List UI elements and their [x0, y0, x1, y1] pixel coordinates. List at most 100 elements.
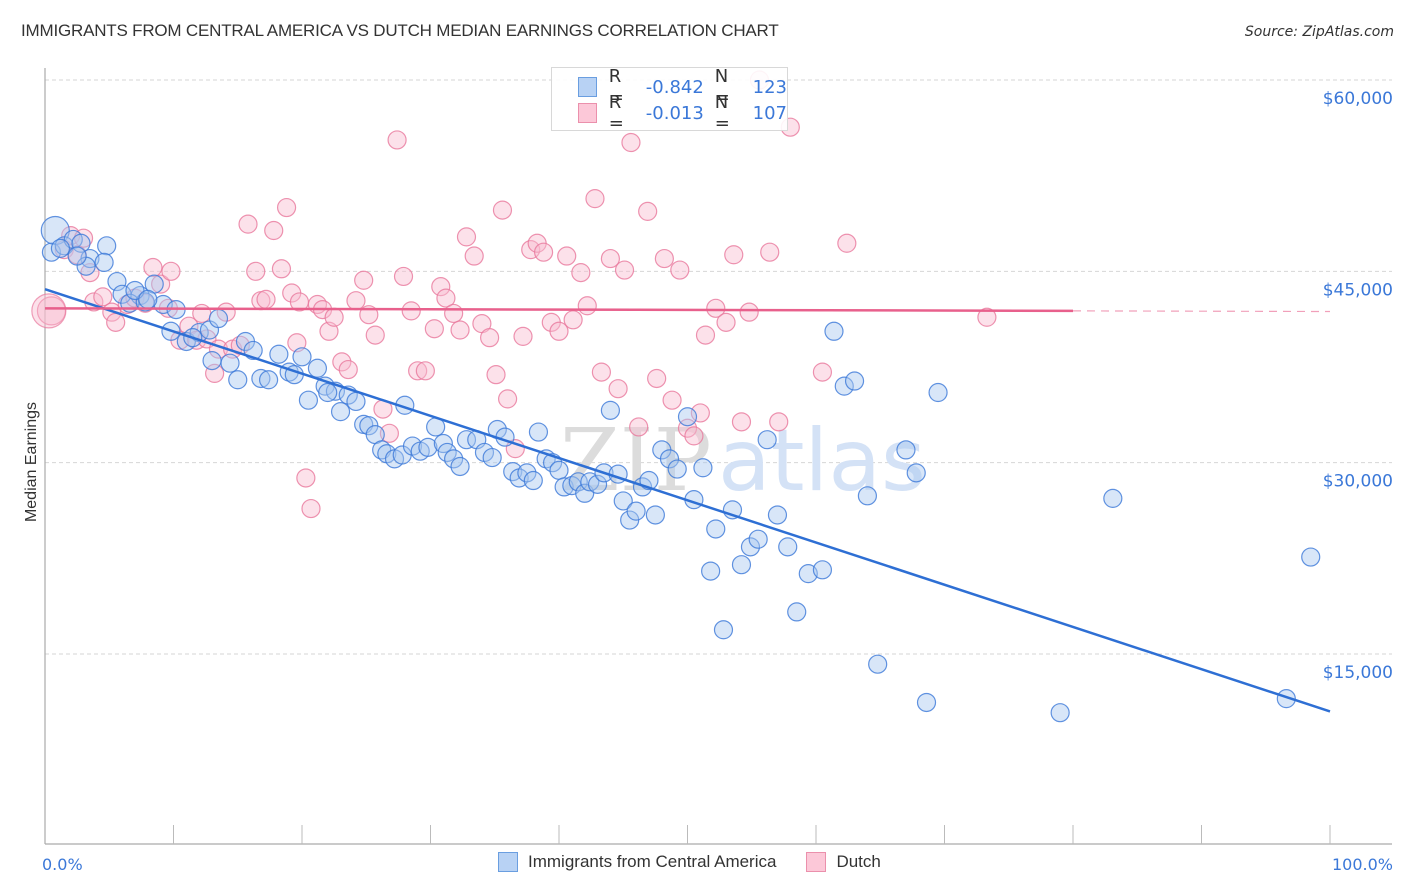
- dutch-point: [401, 301, 421, 321]
- axes: [44, 68, 1392, 845]
- dutch-point: [591, 362, 612, 382]
- immigrants-point: [731, 555, 752, 575]
- immigrants-point: [1103, 488, 1123, 508]
- dutch-trend-extension: [1072, 310, 1331, 313]
- immigrants-point: [482, 447, 502, 468]
- dutch-point: [977, 307, 997, 327]
- dutch-point: [431, 277, 451, 297]
- tick-labels: $15,000 $30,000 $45,000 $60,000 0.0% 100.0%: [42, 89, 1393, 874]
- immigrants-point: [778, 537, 798, 557]
- dutch-point: [600, 248, 621, 269]
- dutch-point: [563, 310, 583, 330]
- dutch-point: [238, 214, 258, 234]
- immigrants-point: [220, 353, 240, 373]
- immigrants-point: [667, 459, 687, 479]
- immigrants-point: [523, 470, 543, 491]
- dutch-point: [31, 293, 67, 329]
- immigrants-point: [645, 505, 665, 525]
- dutch-point: [73, 228, 94, 248]
- dutch-point: [571, 263, 591, 283]
- x-tick-label: 100.0%: [1332, 855, 1393, 874]
- immigrants-point: [418, 437, 438, 457]
- immigrants-point: [757, 430, 777, 450]
- immigrants-points: [40, 215, 1321, 723]
- immigrants-point: [787, 602, 807, 622]
- stats-legend: R = -0.842 N = 123 R = -0.013 N = 107: [551, 66, 788, 134]
- dutch-point: [324, 307, 344, 327]
- immigrants-point: [701, 561, 721, 581]
- gridlines: [45, 79, 1392, 655]
- dutch-point: [93, 287, 113, 307]
- dutch-point: [585, 189, 605, 209]
- immigrants-point: [677, 407, 698, 427]
- immigrants-point: [138, 289, 158, 309]
- dutch-point: [695, 325, 716, 345]
- dutch-point: [143, 257, 163, 278]
- dutch-point: [480, 328, 500, 348]
- legend-swatch-blue: [498, 852, 518, 872]
- dutch-point: [106, 312, 126, 332]
- dutch-point: [684, 426, 704, 446]
- immigrants-point: [208, 308, 229, 329]
- dutch-point: [271, 259, 292, 279]
- dutch-point: [276, 197, 297, 218]
- immigrants-point: [444, 449, 464, 469]
- immigrants-point: [94, 252, 114, 273]
- dutch-point: [760, 242, 780, 262]
- immigrants-point: [107, 271, 127, 292]
- immigrants-point: [298, 390, 319, 410]
- dutch-point: [408, 361, 428, 381]
- immigrants-point: [587, 474, 608, 494]
- immigrants-point: [713, 620, 734, 640]
- dutch-point: [629, 417, 649, 437]
- dutch-point: [415, 361, 435, 381]
- dutch-point: [498, 389, 518, 409]
- immigrants-point: [613, 491, 633, 511]
- legend-swatch-pink: [806, 852, 827, 872]
- immigrants-point: [659, 449, 680, 469]
- dutch-point: [533, 242, 554, 262]
- dutch-point: [192, 303, 212, 324]
- dutch-point: [654, 248, 674, 269]
- dutch-point: [346, 291, 366, 311]
- dutch-point: [621, 132, 641, 153]
- dutch-point: [332, 352, 352, 372]
- immigrants-point: [928, 382, 948, 403]
- dutch-point: [436, 288, 456, 308]
- immigrants-point: [318, 382, 338, 403]
- legend-n-value: 123: [752, 76, 787, 98]
- dutch-point: [638, 201, 658, 221]
- dutch-point: [387, 130, 407, 150]
- dutch-point: [444, 303, 464, 324]
- immigrants-point: [97, 236, 117, 256]
- legend-item-immigrants[interactable]: Immigrants from Central America: [498, 852, 776, 872]
- immigrants-point: [258, 370, 279, 390]
- immigrants-point: [67, 246, 87, 266]
- legend-label-dutch: Dutch: [836, 852, 881, 871]
- legend-swatch-pink: [578, 103, 597, 123]
- dutch-point: [456, 227, 477, 247]
- watermark-atlas: atlas: [718, 411, 926, 511]
- dutch-point: [393, 266, 414, 287]
- dutch-point: [731, 412, 752, 432]
- dutch-point: [301, 498, 321, 519]
- legend-item-dutch[interactable]: Dutch: [806, 852, 881, 872]
- dutch-point: [837, 233, 857, 253]
- dutch-point: [151, 274, 171, 294]
- immigrants-point: [568, 472, 588, 492]
- dutch-point: [739, 302, 759, 322]
- immigrants-point: [517, 463, 537, 483]
- immigrants-point: [50, 238, 71, 258]
- dutch-point: [670, 260, 690, 280]
- immigrants-point: [580, 472, 600, 492]
- dutch-point: [450, 320, 470, 340]
- dutch-point: [614, 260, 635, 280]
- immigrants-point: [706, 519, 726, 539]
- legend-r-label: R =: [608, 66, 624, 108]
- legend-swatch-blue: [578, 77, 597, 97]
- immigrants-point: [626, 501, 646, 521]
- legend-r-value: -0.842: [645, 76, 704, 98]
- y-tick-label: $45,000: [1323, 280, 1393, 300]
- source-label: Source: ZipAtlas.com: [1244, 24, 1394, 40]
